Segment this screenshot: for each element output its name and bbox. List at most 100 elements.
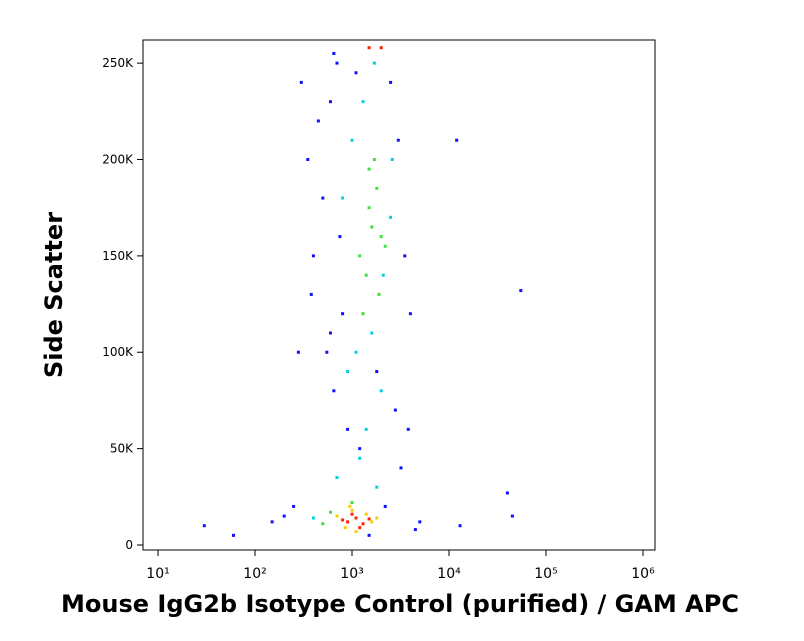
y-axis-title: Side Scatter: [40, 212, 68, 378]
point: [370, 520, 374, 524]
point: [370, 331, 374, 335]
point: [375, 485, 379, 489]
point: [510, 514, 514, 518]
point: [299, 80, 303, 84]
point: [358, 254, 362, 258]
point: [292, 504, 296, 508]
point: [346, 370, 350, 374]
point: [406, 427, 410, 431]
point: [311, 516, 315, 520]
point: [358, 526, 362, 530]
point: [364, 273, 368, 277]
point: [372, 61, 376, 65]
point: [346, 427, 350, 431]
point: [332, 51, 336, 55]
point: [389, 215, 393, 219]
point: [519, 289, 523, 293]
point: [418, 520, 422, 524]
point: [393, 408, 397, 412]
point: [231, 533, 235, 537]
point: [367, 517, 371, 521]
point: [403, 254, 407, 258]
point: [358, 447, 362, 451]
point: [375, 516, 379, 520]
point: [396, 138, 400, 142]
y-tick-label: 0: [125, 538, 133, 552]
point: [375, 186, 379, 190]
point: [309, 292, 313, 296]
x-tick-label: 10¹: [146, 566, 169, 582]
y-tick-label: 150K: [102, 249, 134, 263]
point: [354, 71, 358, 75]
point: [335, 61, 339, 65]
point: [383, 504, 387, 508]
point: [338, 235, 342, 239]
point: [306, 158, 310, 162]
point: [408, 312, 412, 316]
point: [389, 80, 393, 84]
point: [358, 456, 362, 460]
point: [350, 138, 354, 142]
point: [372, 158, 376, 162]
point: [350, 512, 354, 516]
x-tick-label: 10⁴: [437, 566, 461, 582]
point: [328, 100, 332, 104]
x-tick-label: 10⁵: [534, 566, 557, 582]
point: [455, 138, 459, 142]
point: [282, 514, 286, 518]
point: [350, 508, 354, 512]
point: [354, 350, 358, 354]
point: [399, 466, 403, 470]
point: [379, 235, 383, 239]
point: [390, 158, 394, 162]
point: [354, 516, 358, 520]
point: [370, 225, 374, 229]
point: [296, 350, 300, 354]
point: [341, 312, 345, 316]
point: [335, 476, 339, 480]
point: [361, 522, 365, 526]
x-tick-label: 10⁶: [631, 566, 655, 582]
point: [505, 491, 509, 495]
point: [311, 254, 315, 258]
point: [202, 524, 206, 528]
y-tick-label: 200K: [102, 153, 134, 167]
y-tick-label: 50K: [110, 442, 134, 456]
y-tick-label: 100K: [102, 345, 134, 359]
point: [343, 526, 347, 530]
point: [316, 119, 320, 123]
point: [332, 389, 336, 393]
point: [321, 522, 325, 526]
point: [379, 46, 383, 50]
point: [328, 331, 332, 335]
x-tick-label: 10³: [340, 566, 363, 582]
point: [367, 46, 371, 50]
point: [321, 196, 325, 200]
point: [381, 273, 385, 277]
point: [354, 529, 358, 533]
point: [367, 206, 371, 210]
point: [375, 370, 379, 374]
point: [270, 520, 274, 524]
point: [341, 196, 345, 200]
x-axis-title: Mouse IgG2b Isotype Control (purified) /…: [61, 590, 739, 618]
point: [367, 533, 371, 537]
point: [341, 518, 345, 522]
point: [364, 427, 368, 431]
point: [346, 520, 350, 524]
point: [458, 524, 462, 528]
y-tick-label: 250K: [102, 56, 134, 70]
point: [377, 292, 381, 296]
point: [364, 512, 368, 516]
plot-frame: [142, 39, 656, 551]
x-tick-label: 10²: [243, 566, 266, 582]
point: [379, 389, 383, 393]
point: [335, 514, 339, 518]
point: [367, 167, 371, 171]
point: [361, 312, 365, 316]
point: [383, 244, 387, 248]
point: [350, 501, 354, 505]
point: [413, 528, 417, 532]
point: [361, 100, 365, 104]
